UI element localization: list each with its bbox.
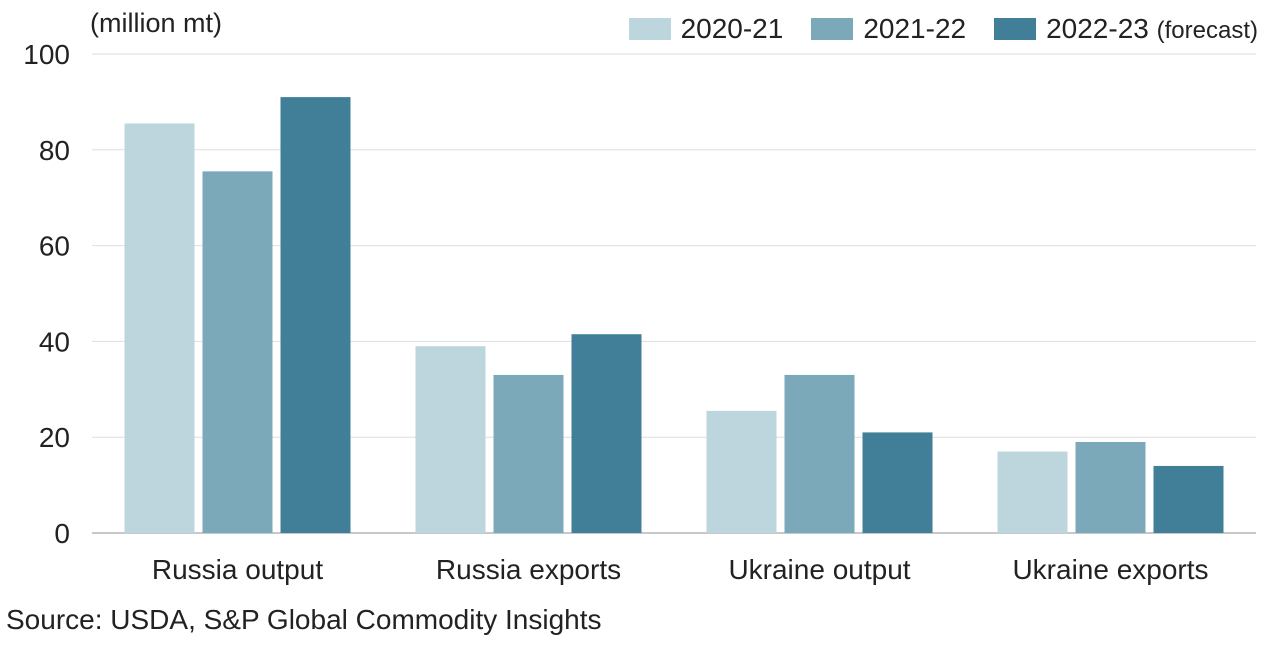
y-tick-label: 80 [39,135,70,166]
bar-2020-21 [124,123,195,533]
legend-item-2020-21: 2020-21 [628,13,784,45]
x-tick-label: Ukraine exports [1012,554,1208,585]
legend-item-2022-23: 2022-23 (forecast) [994,13,1258,45]
bar-2020-21 [706,410,777,533]
forecast-note: (forecast) [1156,17,1258,44]
x-tick-label: Ukraine output [728,554,910,585]
bar-2021-22 [493,374,564,533]
bar-2022-23 [1153,465,1224,533]
legend-label: 2021-22 [863,13,967,44]
y-tick-label: 40 [39,326,70,357]
bar-2020-21 [415,346,486,533]
source-note: Source: USDA, S&P Global Commodity Insig… [6,604,602,635]
bar-2022-23 [280,97,351,534]
legend-label: 2022-23 (forecast) [1046,13,1258,44]
x-tick-label: Russia output [152,554,323,585]
bar-2021-22 [202,171,273,534]
legend-swatch [811,18,854,40]
y-tick-label: 100 [23,39,70,70]
bar-2020-21 [997,451,1068,533]
y-tick-label: 20 [39,422,70,453]
x-tick-label: Russia exports [436,554,621,585]
y-tick-label: 60 [39,231,70,262]
legend-swatch [994,18,1037,40]
legend-swatch [628,18,671,40]
bar-2021-22 [784,374,855,533]
legend-label: 2020-21 [680,13,784,44]
unit-label: (million mt) [90,8,222,38]
bar-2022-23 [571,334,642,533]
bar-2021-22 [1075,441,1146,533]
bar-2022-23 [862,432,933,533]
chart-legend: 2020-21 2021-22 2022-23 (forecast) [628,13,1258,45]
legend-item-2021-22: 2021-22 [811,13,966,45]
y-tick-label: 0 [54,518,70,549]
